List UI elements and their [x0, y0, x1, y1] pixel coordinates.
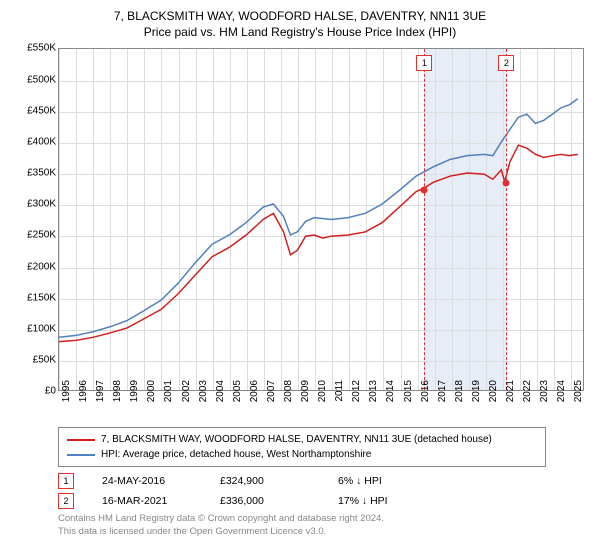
x-tick-label: 2019 [471, 380, 482, 408]
sale-row: 2 16-MAR-2021 £336,000 17% ↓ HPI [58, 493, 590, 509]
title-line-1: 7, BLACKSMITH WAY, WOODFORD HALSE, DAVEN… [10, 8, 590, 24]
series-hpi [59, 99, 578, 338]
marker-point-2 [503, 179, 510, 186]
series-svg [59, 49, 583, 390]
sale-marker-box: 2 [58, 493, 74, 509]
x-tick-label: 1995 [61, 380, 72, 408]
x-tick-label: 1997 [95, 380, 106, 408]
y-tick-label: £0 [12, 386, 56, 397]
x-tick-label: 2023 [539, 380, 550, 408]
legend-row: 7, BLACKSMITH WAY, WOODFORD HALSE, DAVEN… [67, 432, 537, 447]
y-tick-label: £450K [12, 105, 56, 116]
marker-box-2: 2 [498, 55, 514, 71]
x-tick-label: 2001 [163, 380, 174, 408]
x-tick-label: 2013 [368, 380, 379, 408]
x-tick-label: 1998 [112, 380, 123, 408]
legend-label: 7, BLACKSMITH WAY, WOODFORD HALSE, DAVEN… [101, 432, 492, 447]
chart-container: 7, BLACKSMITH WAY, WOODFORD HALSE, DAVEN… [0, 0, 600, 560]
marker-point-1 [421, 186, 428, 193]
marker-line-1 [424, 49, 425, 390]
footer-line-2: This data is licensed under the Open Gov… [58, 526, 590, 539]
plot-area: 12 [58, 48, 584, 391]
legend-swatch [67, 439, 95, 441]
x-tick-label: 2025 [573, 380, 584, 408]
y-tick-label: £500K [12, 74, 56, 85]
x-tick-label: 1996 [78, 380, 89, 408]
x-tick-label: 2009 [300, 380, 311, 408]
x-tick-label: 2017 [437, 380, 448, 408]
x-tick-label: 2022 [522, 380, 533, 408]
x-tick-label: 2018 [454, 380, 465, 408]
x-tick-label: 2002 [181, 380, 192, 408]
y-tick-label: £250K [12, 230, 56, 241]
sale-diff: 6% ↓ HPI [338, 475, 428, 487]
marker-box-1: 1 [416, 55, 432, 71]
sale-date: 16-MAR-2021 [102, 495, 192, 507]
sale-price: £336,000 [220, 495, 310, 507]
x-tick-label: 2000 [146, 380, 157, 408]
legend-label: HPI: Average price, detached house, West… [101, 447, 371, 462]
chart-title: 7, BLACKSMITH WAY, WOODFORD HALSE, DAVEN… [10, 8, 590, 40]
legend-row: HPI: Average price, detached house, West… [67, 447, 537, 462]
footer-line-1: Contains HM Land Registry data © Crown c… [58, 513, 590, 526]
x-tick-label: 2007 [266, 380, 277, 408]
x-tick-label: 2004 [215, 380, 226, 408]
y-tick-label: £150K [12, 292, 56, 303]
y-tick-label: £100K [12, 324, 56, 335]
x-tick-label: 2014 [385, 380, 396, 408]
x-tick-label: 2011 [334, 380, 345, 408]
y-tick-label: £200K [12, 261, 56, 272]
x-tick-label: 2008 [283, 380, 294, 408]
sale-row: 1 24-MAY-2016 £324,900 6% ↓ HPI [58, 473, 590, 489]
x-tick-label: 2021 [505, 380, 516, 408]
y-tick-label: £50K [12, 355, 56, 366]
sale-price: £324,900 [220, 475, 310, 487]
sale-date: 24-MAY-2016 [102, 475, 192, 487]
marker-line-2 [506, 49, 507, 390]
legend: 7, BLACKSMITH WAY, WOODFORD HALSE, DAVEN… [58, 427, 546, 467]
y-tick-label: £400K [12, 136, 56, 147]
x-tick-label: 2010 [317, 380, 328, 408]
y-tick-label: £300K [12, 199, 56, 210]
title-line-2: Price paid vs. HM Land Registry's House … [10, 24, 590, 40]
x-tick-label: 2005 [232, 380, 243, 408]
x-tick-label: 2006 [249, 380, 260, 408]
y-tick-label: £550K [12, 43, 56, 54]
y-tick-label: £350K [12, 168, 56, 179]
x-tick-label: 2016 [420, 380, 431, 408]
x-tick-label: 2015 [403, 380, 414, 408]
x-tick-label: 1999 [129, 380, 140, 408]
x-tick-label: 2024 [556, 380, 567, 408]
series-property [59, 146, 578, 343]
sales-table: 1 24-MAY-2016 £324,900 6% ↓ HPI 2 16-MAR-2021… [58, 473, 590, 509]
sale-marker-box: 1 [58, 473, 74, 489]
chart-zone: 12 £0£50K£100K£150K£200K£250K£300K£350K£… [10, 44, 590, 419]
footer-attribution: Contains HM Land Registry data © Crown c… [58, 513, 590, 539]
legend-swatch [67, 454, 95, 456]
sale-diff: 17% ↓ HPI [338, 495, 428, 507]
x-tick-label: 2003 [198, 380, 209, 408]
x-tick-label: 2020 [488, 380, 499, 408]
x-tick-label: 2012 [351, 380, 362, 408]
